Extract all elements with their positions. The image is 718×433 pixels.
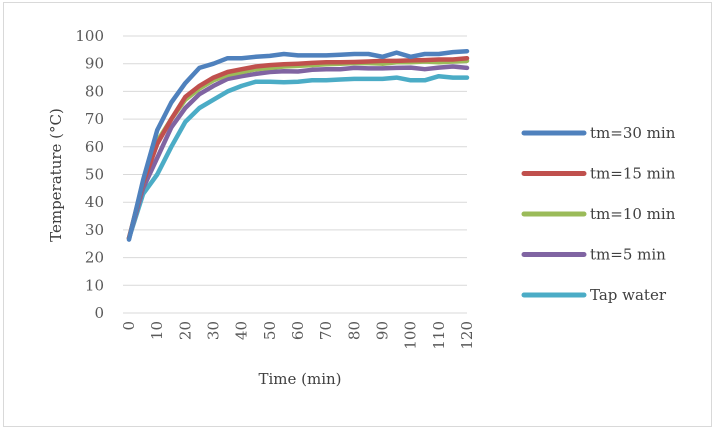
x-tick-label: 40 (233, 321, 251, 340)
x-tick-label: 20 (176, 321, 194, 340)
series-line-tm-15-min (126, 55, 470, 241)
y-tick-label: 50 (85, 166, 104, 184)
y-tick-label: 80 (85, 82, 104, 100)
y-tick-label: 60 (85, 138, 104, 156)
legend: tm=30 min tm=15 min tm=10 min tm=5 min Tap w… (521, 124, 676, 304)
legend-label: tm=10 min (590, 205, 676, 223)
series-line-tap-water (126, 73, 470, 241)
y-tick-labels: 0 10 20 30 40 50 60 70 80 90 100 (75, 27, 104, 322)
x-tick-label: 10 (148, 321, 166, 340)
y-tick-label: 0 (94, 304, 104, 322)
y-tick-label: 70 (85, 110, 104, 128)
x-tick-label: 30 (205, 321, 223, 340)
x-tick-label: 120 (458, 321, 476, 350)
x-tick-labels: 0 10 20 30 40 50 60 70 80 90 100 110 120 (120, 321, 476, 350)
y-tick-label: 10 (85, 276, 104, 294)
legend-label: tm=5 min (590, 246, 666, 264)
y-tick-label: 40 (85, 193, 104, 211)
gridlines (123, 35, 467, 314)
legend-label: Tap water (590, 286, 667, 304)
chart-frame (3, 2, 712, 427)
series-line-tm-5-min (126, 64, 470, 241)
x-axis-title: Time (min) (258, 370, 341, 388)
legend-label: tm=15 min (590, 165, 676, 183)
y-tick-label: 30 (85, 221, 104, 239)
y-tick-label: 100 (75, 27, 104, 45)
x-tick-label: 90 (374, 321, 392, 340)
y-axis-title: Temperature (°C) (47, 108, 65, 242)
x-tick-label: 100 (402, 321, 420, 350)
x-tick-label: 50 (261, 321, 279, 340)
series-lines (126, 48, 470, 242)
legend-label: tm=30 min (590, 124, 676, 142)
x-tick-label: 70 (317, 321, 335, 340)
x-tick-label: 110 (430, 321, 448, 350)
x-tick-label: 60 (289, 321, 307, 340)
x-tick-label: 80 (345, 321, 363, 340)
series-line-tm-30-min (126, 48, 470, 242)
y-tick-label: 90 (85, 55, 104, 73)
x-tick-label: 0 (120, 321, 138, 331)
y-tick-label: 20 (85, 249, 104, 267)
